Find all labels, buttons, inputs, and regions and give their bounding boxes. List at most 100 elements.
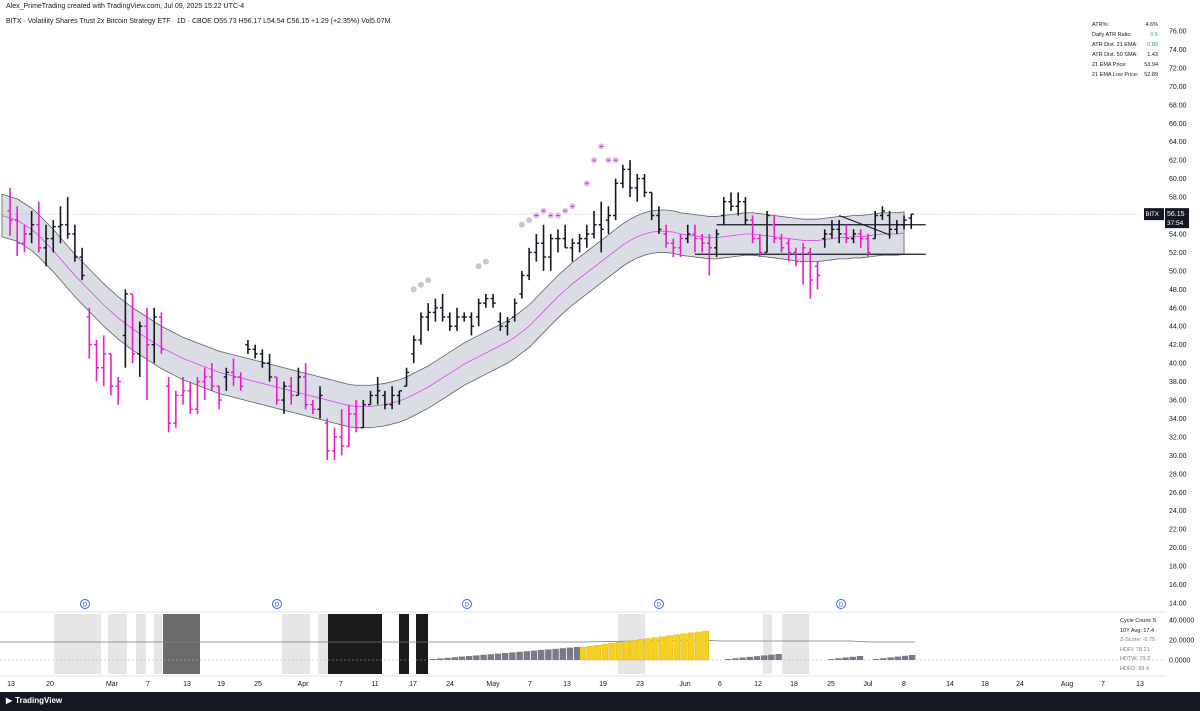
hist-bar xyxy=(637,639,645,661)
ohlc-bar xyxy=(21,224,28,253)
time-tick-label: 24 xyxy=(446,681,454,688)
ohlc-bar xyxy=(706,233,712,276)
tv-mark-icon: ▶ xyxy=(6,696,13,705)
hist-bar xyxy=(574,647,581,660)
ohlc-bar xyxy=(209,363,215,391)
signal-dot xyxy=(526,217,533,224)
price-tag-value: 56.15 xyxy=(1167,211,1185,218)
time-axis: 13 20 Mar 7 13 19 25 Apr 7 11 17 24 May 7 13 19 23 Jun 6 12… xyxy=(0,675,1165,688)
sub-tick-label: 20.0000 xyxy=(1169,638,1194,645)
hist-bar xyxy=(516,651,523,660)
ohlc-bar xyxy=(346,404,352,447)
hist-bar xyxy=(828,659,835,660)
tradingview-label: TradingView xyxy=(15,696,63,705)
time-tick-label: May xyxy=(486,681,500,688)
time-tick-label: Aug xyxy=(1061,681,1074,688)
signal-dot xyxy=(475,263,482,270)
time-tick-label: 23 xyxy=(636,681,644,688)
time-tick-label: 18 xyxy=(790,681,798,688)
price-tick-label: 66.00 xyxy=(1169,121,1187,128)
price-tick-label: 20.00 xyxy=(1169,545,1187,552)
ohlc-bar xyxy=(721,197,727,225)
price-tick-label: 68.00 xyxy=(1169,102,1187,109)
ohlc-bar xyxy=(411,335,417,364)
time-tick-label: Jun xyxy=(679,681,690,688)
time-tick-label: 11 xyxy=(371,681,378,688)
ohlc-bar xyxy=(735,192,741,216)
hist-bar xyxy=(451,657,458,660)
hist-bar xyxy=(761,655,768,660)
ohlc-bar xyxy=(836,220,842,244)
price-tick-label: 54.00 xyxy=(1169,231,1187,238)
ohlc-bar xyxy=(324,418,330,460)
ohlc-bar xyxy=(613,178,619,221)
ohlc-bar xyxy=(403,367,410,387)
time-tick-label: 20 xyxy=(46,681,54,688)
ohlc-bar xyxy=(649,191,655,221)
price-chart[interactable]: 76.00 74.00 72.00 70.00 68.00 66.00 64.00 62.00… xyxy=(0,0,1200,692)
ohlc-bar xyxy=(750,215,756,244)
ohlc-bar xyxy=(598,201,604,253)
ohlc-bar xyxy=(360,400,366,429)
cycle-stats: Cycle Count: 5 10Y Avg: 17.4 Z-Score: -0… xyxy=(1120,617,1162,674)
price-tick-label: 42.00 xyxy=(1169,342,1187,349)
hist-bar xyxy=(835,658,842,660)
ohlc-bar xyxy=(685,224,691,244)
ohlc-bar xyxy=(36,201,42,253)
credit-line: Alex_PrimeTrading created with TradingVi… xyxy=(6,3,245,10)
price-tick-label: 34.00 xyxy=(1169,416,1187,423)
ohlc-bar xyxy=(252,344,258,359)
price-tick-label: 70.00 xyxy=(1169,84,1187,91)
ohlc-bar xyxy=(72,224,78,262)
time-tick-label: 14 xyxy=(946,681,954,688)
ohlc-bar xyxy=(375,376,381,405)
hist-bar xyxy=(753,656,761,660)
ohlc-bar xyxy=(879,206,886,221)
stat-row: 21 EMA Low Price: 52.89 xyxy=(1092,70,1158,80)
hist-bar xyxy=(480,654,487,660)
ohlc-bar xyxy=(396,390,402,405)
cycle-zscore: Z-Score: -0.75 xyxy=(1120,637,1156,643)
ohlc-bar xyxy=(57,206,64,244)
avg-line xyxy=(0,639,915,643)
sub-tick-label: 0.0000 xyxy=(1169,658,1191,665)
stat-value: 1.43 xyxy=(1147,52,1158,58)
ohlc-bar xyxy=(29,210,35,244)
ohlc-bar xyxy=(793,247,799,267)
stat-row: 21 EMA Price: 53.94 xyxy=(1092,60,1158,70)
hist-bar xyxy=(430,659,437,660)
price-tick-label: 72.00 xyxy=(1169,65,1187,72)
ohlc-bar xyxy=(310,400,316,414)
event-marker-label: D xyxy=(83,603,88,609)
ohlc-bar xyxy=(555,229,561,253)
ohlc-bar xyxy=(814,261,821,290)
ohlc-bar xyxy=(382,390,388,410)
ohlc-bar xyxy=(101,335,107,387)
time-tick-label: 13 xyxy=(1136,681,1144,688)
ohlc-bar xyxy=(540,224,547,271)
hist-bar xyxy=(579,646,587,661)
tradingview-logo[interactable]: ▶ TradingView xyxy=(6,696,62,705)
ema-band-fill xyxy=(1,193,905,429)
cycle-shade xyxy=(328,614,382,674)
ohlc-bar xyxy=(259,349,265,368)
hist-bar xyxy=(566,647,574,660)
cycle-shade xyxy=(416,614,428,674)
time-tick-label: 13 xyxy=(7,681,15,688)
hist-bar xyxy=(608,643,616,661)
ohlc-bar xyxy=(238,372,244,391)
ohlc-bar xyxy=(533,233,539,262)
event-marker-icon xyxy=(654,599,664,609)
symbol-legend[interactable]: BITX · Volatility Shares Trust 2x Bitcoi… xyxy=(6,18,391,25)
price-tick-label: 40.00 xyxy=(1169,361,1187,368)
hist-bar xyxy=(702,630,709,661)
time-tick-label: 7 xyxy=(528,681,532,688)
ohlc-bar xyxy=(504,317,511,336)
time-tick-label: 24 xyxy=(1016,681,1024,688)
ohlc-bar xyxy=(166,376,172,433)
cycle-avg: 10Y Avg: 17.4 xyxy=(1120,627,1155,634)
event-marker-icon xyxy=(462,599,472,609)
ohlc-bar xyxy=(367,390,374,406)
ohlc-bar xyxy=(641,174,648,198)
hist-bar xyxy=(523,651,530,660)
